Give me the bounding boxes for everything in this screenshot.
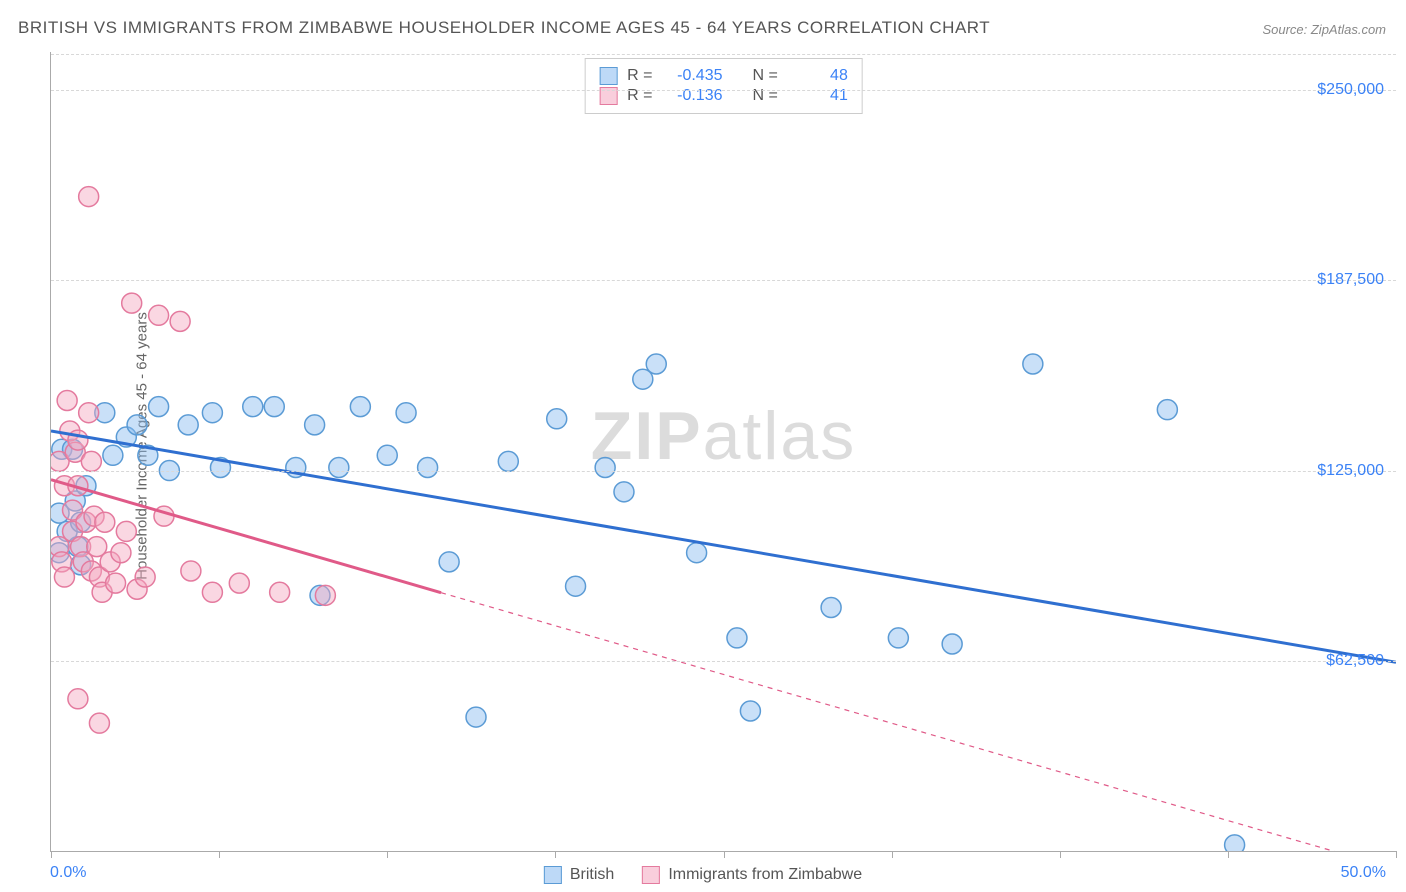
scatter-point bbox=[79, 403, 99, 423]
scatter-point bbox=[181, 561, 201, 581]
scatter-point bbox=[149, 397, 169, 417]
n-label: N = bbox=[753, 67, 778, 85]
scatter-point bbox=[243, 397, 263, 417]
scatter-point bbox=[79, 187, 99, 207]
x-tick bbox=[555, 851, 556, 858]
trend-line bbox=[51, 431, 1396, 662]
scatter-point bbox=[547, 409, 567, 429]
scatter-point bbox=[439, 552, 459, 572]
swatch-pink-icon bbox=[642, 866, 660, 884]
legend-label: British bbox=[570, 866, 614, 884]
gridline bbox=[51, 54, 1396, 55]
y-tick-label: $62,500 bbox=[1326, 652, 1384, 670]
x-axis-min-label: 0.0% bbox=[50, 864, 86, 882]
x-tick bbox=[51, 851, 52, 858]
scatter-point bbox=[57, 391, 77, 411]
scatter-point bbox=[106, 573, 126, 593]
x-tick bbox=[219, 851, 220, 858]
scatter-point bbox=[466, 707, 486, 727]
scatter-point bbox=[498, 451, 518, 471]
scatter-point bbox=[116, 521, 136, 541]
scatter-point bbox=[396, 403, 416, 423]
scatter-point bbox=[614, 482, 634, 502]
scatter-point bbox=[329, 457, 349, 477]
gridline bbox=[51, 280, 1396, 281]
legend-row-british: R = -0.435 N = 48 bbox=[599, 67, 848, 85]
scatter-point bbox=[68, 689, 88, 709]
r-label: R = bbox=[627, 67, 652, 85]
scatter-point bbox=[350, 397, 370, 417]
scatter-point bbox=[942, 634, 962, 654]
scatter-point bbox=[135, 567, 155, 587]
plot-svg bbox=[51, 52, 1396, 851]
scatter-point bbox=[81, 451, 101, 471]
scatter-point bbox=[740, 701, 760, 721]
y-tick-label: $187,500 bbox=[1317, 271, 1384, 289]
plot-area: ZIPatlas R = -0.435 N = 48 R = -0.136 N … bbox=[50, 52, 1396, 852]
legend-label: Immigrants from Zimbabwe bbox=[668, 866, 862, 884]
scatter-point bbox=[270, 582, 290, 602]
scatter-point bbox=[178, 415, 198, 435]
scatter-point bbox=[1225, 835, 1245, 851]
scatter-point bbox=[202, 582, 222, 602]
x-axis-max-label: 50.0% bbox=[1341, 864, 1386, 882]
y-tick-label: $250,000 bbox=[1317, 81, 1384, 99]
scatter-point bbox=[127, 415, 147, 435]
n-value: 48 bbox=[788, 67, 848, 85]
swatch-blue-icon bbox=[544, 866, 562, 884]
legend-item-zimbabwe: Immigrants from Zimbabwe bbox=[642, 866, 862, 884]
x-tick bbox=[1060, 851, 1061, 858]
r-value: -0.435 bbox=[663, 67, 723, 85]
y-tick-label: $125,000 bbox=[1317, 462, 1384, 480]
scatter-point bbox=[89, 713, 109, 733]
scatter-point bbox=[111, 543, 131, 563]
scatter-point bbox=[687, 543, 707, 563]
scatter-point bbox=[1157, 400, 1177, 420]
scatter-point bbox=[418, 457, 438, 477]
gridline bbox=[51, 661, 1396, 662]
scatter-point bbox=[264, 397, 284, 417]
legend-item-british: British bbox=[544, 866, 614, 884]
scatter-point bbox=[377, 445, 397, 465]
x-tick bbox=[892, 851, 893, 858]
series-legend: British Immigrants from Zimbabwe bbox=[544, 866, 862, 884]
scatter-point bbox=[633, 369, 653, 389]
chart-title: BRITISH VS IMMIGRANTS FROM ZIMBABWE HOUS… bbox=[18, 18, 990, 38]
x-tick bbox=[724, 851, 725, 858]
scatter-point bbox=[888, 628, 908, 648]
scatter-point bbox=[95, 512, 115, 532]
scatter-point bbox=[727, 628, 747, 648]
scatter-point bbox=[566, 576, 586, 596]
gridline bbox=[51, 90, 1396, 91]
x-tick bbox=[387, 851, 388, 858]
scatter-point bbox=[54, 567, 74, 587]
x-tick bbox=[1228, 851, 1229, 858]
scatter-point bbox=[149, 305, 169, 325]
scatter-point bbox=[122, 293, 142, 313]
scatter-point bbox=[202, 403, 222, 423]
scatter-point bbox=[305, 415, 325, 435]
trend-line-dashed bbox=[441, 593, 1396, 851]
correlation-legend: R = -0.435 N = 48 R = -0.136 N = 41 bbox=[584, 58, 863, 114]
scatter-point bbox=[315, 585, 335, 605]
scatter-point bbox=[821, 597, 841, 617]
scatter-point bbox=[229, 573, 249, 593]
x-tick bbox=[1396, 851, 1397, 858]
scatter-point bbox=[1023, 354, 1043, 374]
scatter-point bbox=[103, 445, 123, 465]
scatter-point bbox=[170, 311, 190, 331]
source-credit: Source: ZipAtlas.com bbox=[1262, 22, 1386, 37]
gridline bbox=[51, 471, 1396, 472]
scatter-point bbox=[595, 457, 615, 477]
swatch-blue-icon bbox=[599, 67, 617, 85]
